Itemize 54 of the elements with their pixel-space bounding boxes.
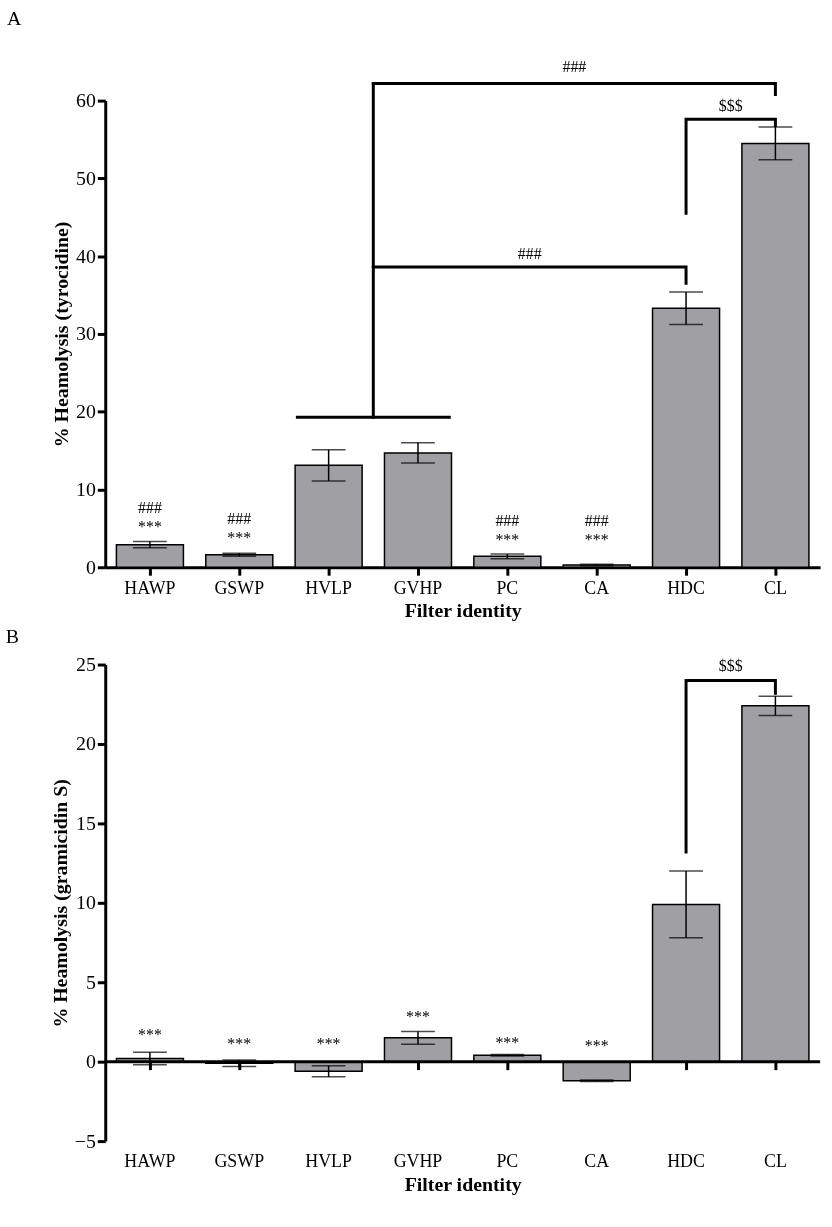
annotation: ### bbox=[517, 244, 542, 262]
x-tick-label: PC bbox=[496, 577, 519, 598]
annotation: ### bbox=[138, 499, 162, 517]
x-tick-label: CA bbox=[584, 577, 610, 598]
annotation: *** bbox=[227, 529, 252, 547]
x-tick-label: CL bbox=[763, 1151, 787, 1172]
text: ### bbox=[562, 58, 587, 76]
annotation: *** bbox=[584, 1036, 609, 1054]
y-tick-label: 30 bbox=[75, 322, 96, 345]
x-tick-label: HVLP bbox=[305, 1151, 353, 1172]
x-tick-label: GVHP bbox=[393, 1151, 443, 1172]
y-tick-label: 25 bbox=[75, 653, 96, 675]
annotation: *** bbox=[138, 1025, 162, 1043]
chart-title: B bbox=[5, 624, 19, 647]
annotation: *** bbox=[227, 1035, 252, 1053]
x-tick-label: HAWP bbox=[124, 577, 176, 598]
annotation: *** bbox=[406, 1008, 430, 1026]
x-tick-label: GSWP bbox=[214, 1151, 265, 1172]
chart-title: A bbox=[6, 7, 22, 30]
x-tick-label: PC bbox=[496, 1151, 519, 1172]
x-tick-label: HDC bbox=[667, 1151, 705, 1172]
y-tick-label: 0 bbox=[85, 555, 96, 578]
y-tick-label: 20 bbox=[75, 400, 96, 423]
x-tick-label: HAWP bbox=[124, 1151, 176, 1172]
annotation: *** bbox=[495, 530, 520, 548]
y-tick-label: 60 bbox=[75, 89, 96, 112]
y-tick-label: 40 bbox=[75, 244, 96, 267]
y-tick-label: −5 bbox=[74, 1129, 96, 1152]
x-axis-title: Filter identity bbox=[404, 599, 522, 622]
x-tick-label: HVLP bbox=[305, 577, 353, 598]
y-tick-label: 50 bbox=[75, 166, 96, 189]
y-tick-label: 10 bbox=[75, 477, 96, 500]
annotation: *** bbox=[495, 1033, 520, 1051]
y-axis-title: % Heamolysis (gramicidin S) bbox=[48, 779, 72, 1028]
annotation: ### bbox=[584, 512, 609, 530]
x-axis-title: Filter identity bbox=[404, 1173, 522, 1196]
y-tick-label: 0 bbox=[85, 1050, 96, 1073]
x-tick-label: CL bbox=[763, 577, 787, 598]
annotation: *** bbox=[138, 517, 162, 535]
annotation: ### bbox=[227, 510, 252, 527]
y-tick-label: 20 bbox=[75, 732, 96, 755]
x-tick-label: HDC bbox=[667, 577, 705, 598]
y-tick-label: 10 bbox=[75, 891, 96, 914]
x-tick-label: CA bbox=[584, 1151, 610, 1172]
x-tick-label: GSWP bbox=[214, 577, 265, 598]
annotation: *** bbox=[584, 530, 609, 548]
annotation: ### bbox=[495, 512, 520, 530]
y-tick-label: 15 bbox=[75, 811, 96, 834]
x-tick-label: GVHP bbox=[393, 577, 443, 598]
annotation: $$$ bbox=[718, 657, 743, 675]
annotation: $$$ bbox=[718, 97, 743, 115]
annotation: *** bbox=[316, 1035, 341, 1053]
y-tick-label: 5 bbox=[85, 970, 96, 993]
y-axis-title: % Heamolysis (tyrocidine) bbox=[50, 221, 74, 448]
